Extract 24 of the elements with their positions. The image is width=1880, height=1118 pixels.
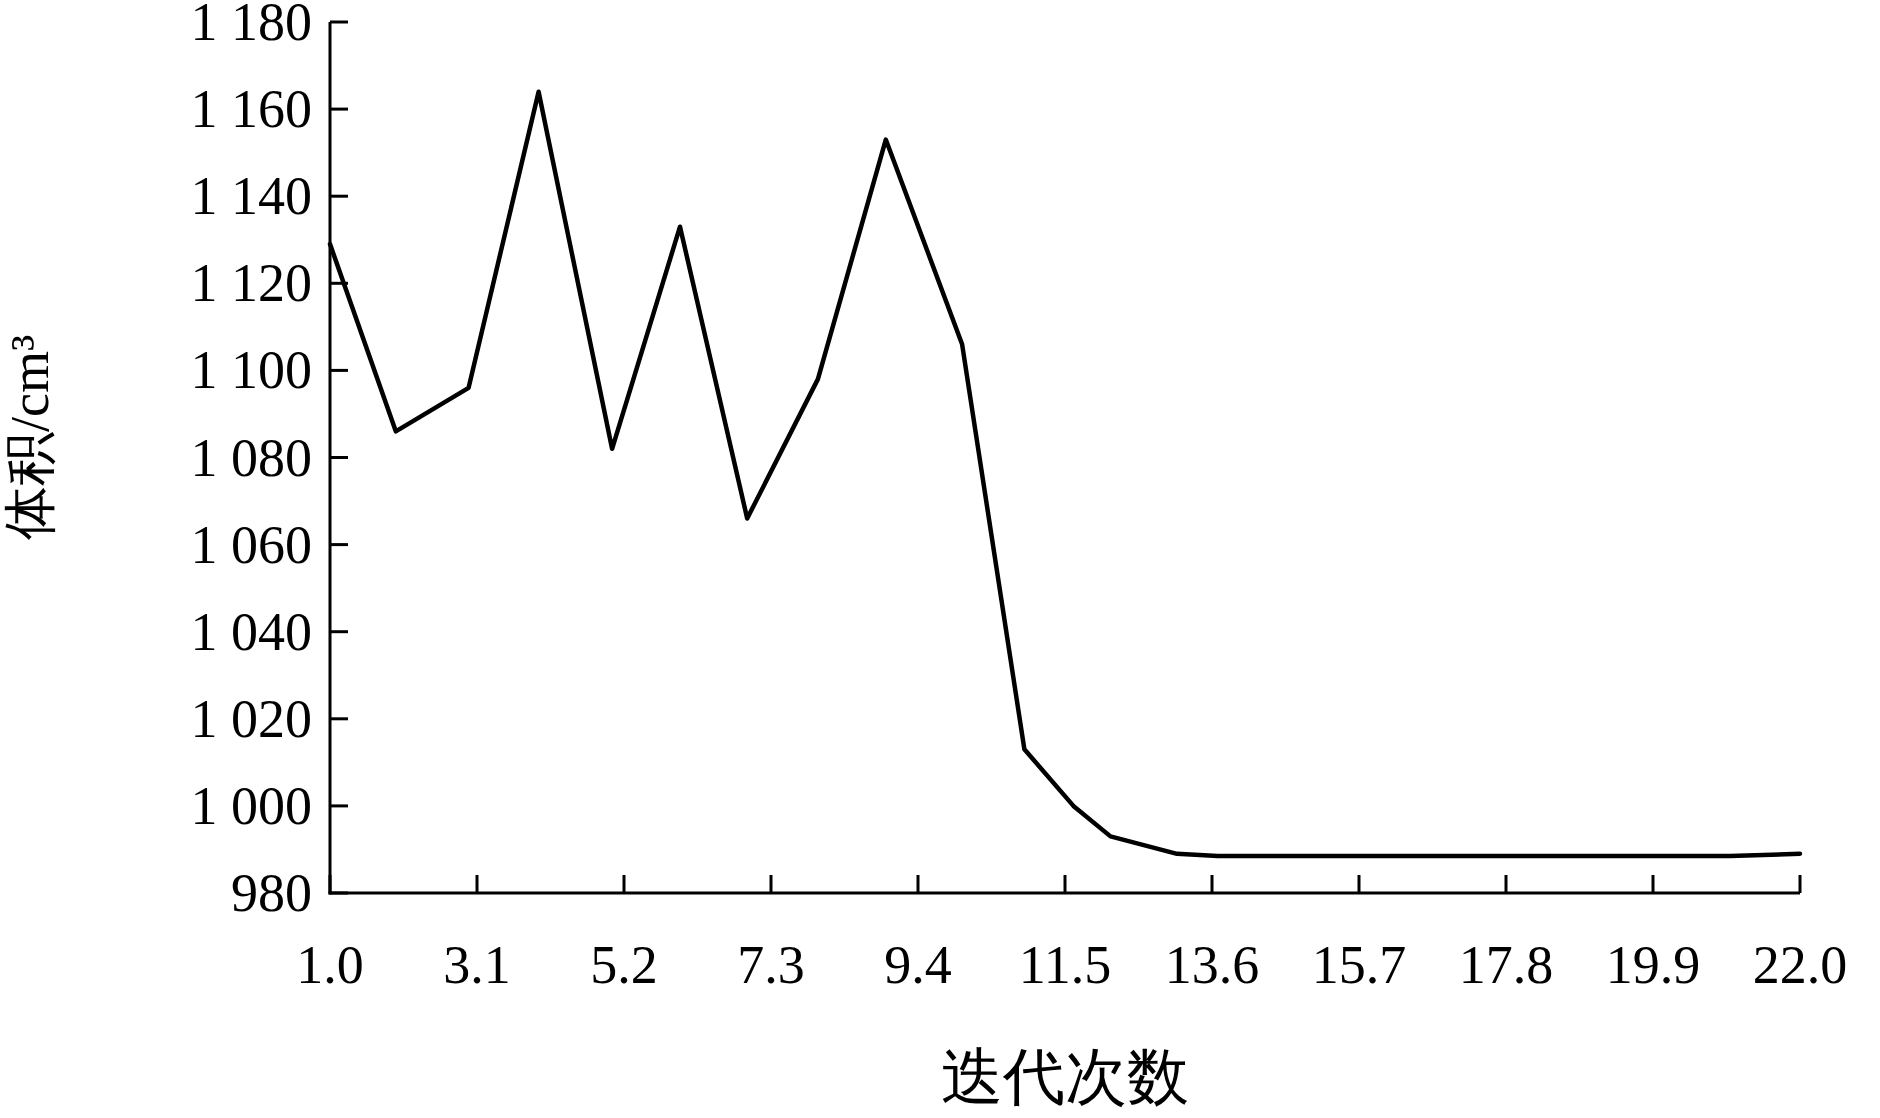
y-tick-label: 1 080 [190,427,312,488]
x-tick-label: 9.4 [884,935,952,995]
y-tick-label: 1 100 [190,340,312,401]
y-tick-label: 1 160 [190,79,312,140]
x-tick-label: 15.7 [1311,935,1407,995]
x-tick-label: 5.2 [590,935,658,995]
y-tick-label: 1 060 [190,514,312,575]
x-tick-label: 22.0 [1752,935,1848,995]
y-tick-label: 1 180 [190,0,312,52]
x-tick-label: 11.5 [1018,935,1112,995]
x-tick-label: 17.8 [1458,935,1554,995]
y-tick-label: 1 040 [190,601,312,662]
y-tick-label: 1 000 [190,775,312,836]
y-tick-label: 1 020 [190,688,312,749]
x-axis-title: 迭代次数 [941,1043,1189,1111]
x-tick-label: 3.1 [443,935,511,995]
y-tick-label: 980 [231,863,312,923]
y-tick-label: 1 120 [190,253,312,314]
x-tick-label: 7.3 [737,935,805,995]
x-tick-label: 13.6 [1164,935,1260,995]
x-tick-label: 1.0 [296,935,364,995]
y-tick-label: 1 140 [190,166,312,227]
y-axis-title: 体积/cm³ [0,334,60,541]
x-tick-label: 19.9 [1605,935,1701,995]
